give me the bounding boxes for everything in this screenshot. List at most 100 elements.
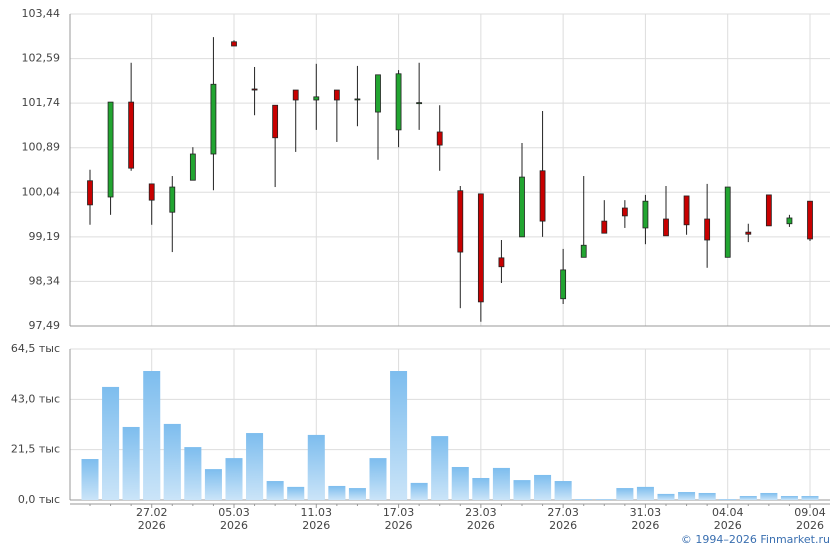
volume-bar-group bbox=[246, 433, 264, 500]
x-tick-label: 23.03 2026 bbox=[465, 506, 497, 532]
bar-shade bbox=[657, 493, 675, 500]
volume-bar-group bbox=[575, 499, 593, 500]
bar-shade bbox=[513, 480, 531, 500]
candle-body bbox=[107, 101, 114, 198]
x-tick-label: 05.03 2026 bbox=[218, 506, 250, 532]
volume-bar-group bbox=[595, 499, 613, 500]
bar-shade bbox=[287, 486, 305, 500]
volume-bar-group bbox=[163, 423, 181, 500]
volume-bar-group bbox=[678, 492, 696, 500]
candle-body bbox=[148, 183, 155, 201]
x-tick-label: 04.04 2026 bbox=[711, 506, 744, 532]
footer: © 1994–2026 Finmarket.ru bbox=[680, 533, 830, 546]
bar-shade bbox=[472, 477, 490, 500]
volume-bar-group bbox=[307, 434, 325, 500]
y-tick-label: 100,04 bbox=[22, 185, 61, 198]
y-tick-label: 100,89 bbox=[22, 141, 61, 154]
candle-body bbox=[189, 153, 196, 181]
volume-bar-group bbox=[760, 492, 778, 500]
candle-body bbox=[683, 195, 690, 226]
bar-shade bbox=[348, 488, 366, 500]
candle-body bbox=[745, 231, 752, 235]
volume-bar-group bbox=[431, 436, 449, 500]
x-tick-label: 11.03 2026 bbox=[300, 506, 333, 532]
bar-shade bbox=[328, 485, 346, 500]
candle-body bbox=[621, 207, 628, 217]
volume-bar-group bbox=[801, 496, 819, 500]
volume-bar-group bbox=[657, 493, 675, 500]
candle-body bbox=[457, 190, 464, 253]
candle-body bbox=[354, 98, 361, 101]
volume-bar-group bbox=[554, 481, 572, 500]
volume-bar-group bbox=[739, 496, 757, 500]
bar-shade bbox=[204, 469, 222, 500]
bar-shade bbox=[534, 474, 552, 500]
bar-shade bbox=[410, 482, 428, 500]
bar-shade bbox=[801, 496, 819, 500]
bar-shade bbox=[266, 481, 284, 500]
candle-body bbox=[313, 96, 320, 101]
candle-body bbox=[765, 194, 772, 227]
candle-body bbox=[169, 186, 176, 213]
bar-shade bbox=[739, 496, 757, 500]
volume-bar-group bbox=[143, 371, 161, 500]
candle-body bbox=[436, 131, 443, 146]
volume-bar-group bbox=[492, 467, 510, 500]
y-tick-label: 21,5 тыс bbox=[11, 443, 60, 456]
bar-shade bbox=[678, 492, 696, 500]
bar-shade bbox=[369, 458, 387, 500]
candle-body bbox=[786, 217, 793, 225]
volume-bar-group bbox=[369, 458, 387, 500]
volume-bar-group bbox=[636, 486, 654, 500]
candle-body bbox=[333, 89, 340, 101]
bar-shade bbox=[636, 486, 654, 500]
candle-body bbox=[292, 89, 299, 101]
candle-body bbox=[395, 73, 402, 131]
bar-shade bbox=[575, 499, 593, 500]
bar-shade bbox=[616, 488, 634, 500]
volume-bar-group bbox=[266, 481, 284, 500]
volume-bar-group bbox=[184, 447, 202, 500]
candle-body bbox=[251, 88, 258, 91]
candle-body bbox=[375, 74, 381, 113]
bar-shade bbox=[760, 492, 778, 500]
x-tick-label: 17.03 2026 bbox=[382, 506, 415, 532]
candle-body bbox=[539, 170, 546, 222]
bar-shade bbox=[554, 481, 572, 500]
bar-shade bbox=[163, 423, 181, 500]
volume-bar-group bbox=[81, 459, 99, 500]
volume-bar-group bbox=[472, 477, 490, 500]
candle-body bbox=[210, 83, 217, 155]
volume-bar-group bbox=[287, 486, 305, 500]
y-tick-label: 0,0 тыс bbox=[18, 493, 60, 506]
y-tick-label: 43,0 тыс bbox=[11, 392, 60, 405]
candle-body bbox=[601, 220, 608, 234]
bar-shade bbox=[492, 467, 510, 500]
candle-body bbox=[416, 102, 423, 105]
volume-bar-group bbox=[698, 492, 716, 500]
bar-shade bbox=[102, 386, 120, 500]
bar-shade bbox=[595, 499, 613, 500]
bar-shade bbox=[451, 466, 469, 500]
volume-bar-group bbox=[204, 469, 222, 500]
volume-bar-group bbox=[513, 480, 531, 500]
bar-shade bbox=[698, 492, 716, 500]
bar-shade bbox=[431, 436, 449, 500]
candle-body bbox=[272, 104, 279, 139]
bar-shade bbox=[390, 371, 408, 500]
y-tick-label: 102,59 bbox=[22, 52, 61, 65]
candle-body bbox=[519, 176, 525, 238]
y-tick-label: 99,19 bbox=[29, 230, 61, 243]
x-tick-label: 09.04 2026 bbox=[794, 506, 826, 532]
candle-body bbox=[498, 257, 505, 268]
bar-shade bbox=[719, 499, 737, 500]
volume-bar-group bbox=[102, 386, 120, 500]
bar-shade bbox=[143, 371, 161, 500]
bar-shade bbox=[225, 458, 243, 500]
volume-bar-group bbox=[122, 426, 140, 500]
candle-body bbox=[807, 200, 813, 240]
volume-bar-group bbox=[534, 474, 552, 500]
candle-body bbox=[87, 180, 93, 206]
candle-body bbox=[231, 41, 237, 47]
